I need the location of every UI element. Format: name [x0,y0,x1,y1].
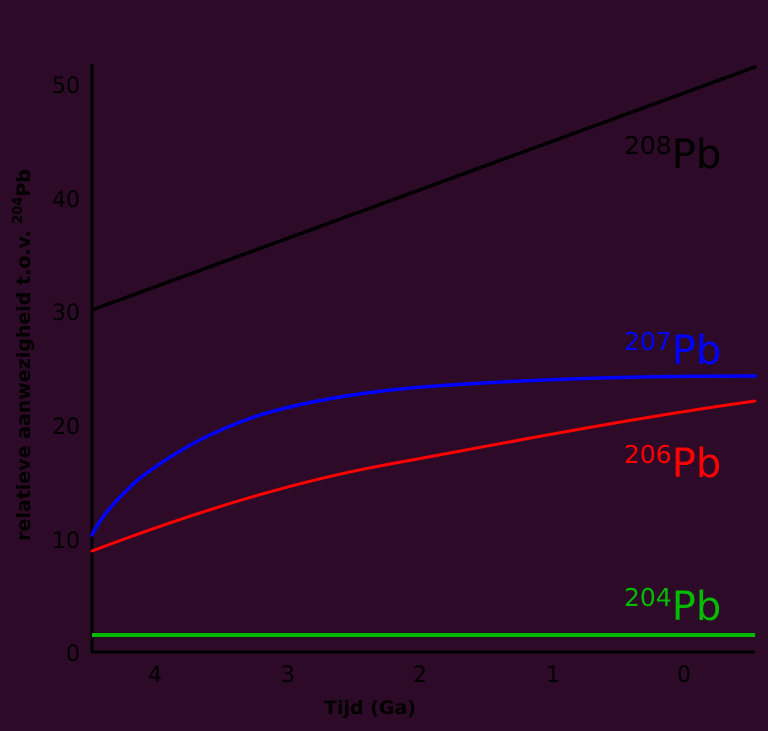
label-204pb-mass: 204 [624,583,672,612]
y-axis-title: relatieve aanwezigheid t.o.v. 204Pb [11,169,35,541]
x-axis-title: Tijd (Ga) [324,697,416,719]
y-axis-title-element: Pb [13,169,35,197]
label-207pb-mass: 207 [624,327,672,356]
label-204pb: 204Pb [624,583,721,630]
y-tick: 30 [52,301,80,326]
label-206pb: 206Pb [624,440,721,487]
y-tick: 50 [52,74,80,99]
x-tick: 1 [546,663,560,688]
series-207pb-line [90,374,757,537]
series-206pb-line [90,399,757,553]
label-208pb-mass: 208 [624,131,672,160]
label-207pb-element: Pb [672,328,722,374]
x-tick-labels: 4 3 2 1 0 [148,663,691,688]
x-tick: 4 [148,663,162,688]
y-axis-title-sup: 204 [11,197,26,224]
y-tick-labels: 0 10 20 30 40 50 [52,74,80,667]
label-207pb: 207Pb [624,327,721,374]
y-tick: 20 [52,415,80,440]
y-axis-title-text: relatieve aanwezigheid t.o.v. [13,224,35,541]
label-208pb: 208Pb [624,131,721,178]
x-tick: 2 [413,663,427,688]
label-204pb-element: Pb [672,584,722,630]
label-206pb-element: Pb [672,441,722,487]
y-tick: 0 [66,642,80,667]
x-tick: 0 [677,663,691,688]
y-tick: 10 [52,529,80,554]
y-tick: 40 [52,188,80,213]
series-208pb-line [90,65,757,312]
x-tick: 3 [281,663,295,688]
label-208pb-element: Pb [672,132,722,178]
label-206pb-mass: 206 [624,440,672,469]
